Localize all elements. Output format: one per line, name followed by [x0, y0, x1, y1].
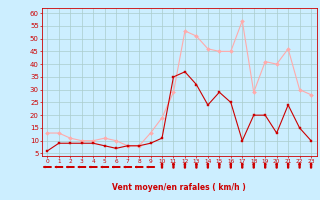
X-axis label: Vent moyen/en rafales ( km/h ): Vent moyen/en rafales ( km/h ) — [112, 183, 246, 192]
